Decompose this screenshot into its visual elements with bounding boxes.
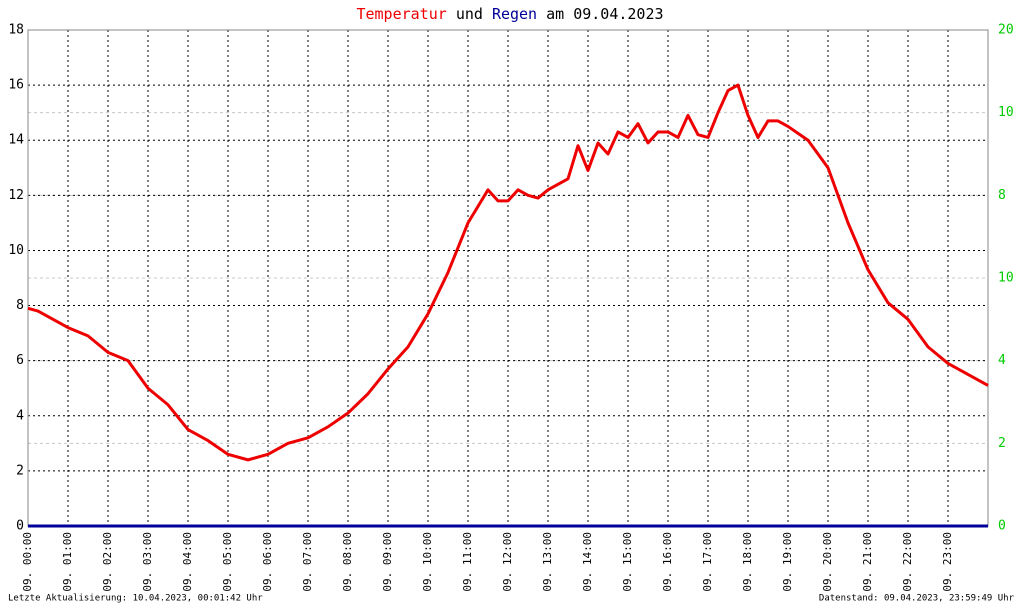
series-line (27, 83, 989, 462)
x-tick-label: 09. 00:00 (21, 532, 34, 592)
y2-tick-label: 4 (998, 353, 1006, 368)
footer-right: Datenstand: 09.04.2023, 23:59:49 Uhr (819, 594, 1015, 604)
y-tick-label: 8 (16, 298, 24, 313)
x-tick-label: 09. 09:00 (381, 532, 394, 592)
y-tick-label: 18 (8, 23, 24, 38)
y2-tick-label: 8 (998, 188, 1006, 203)
y-tick-label: 16 (8, 78, 24, 93)
x-tick-label: 09. 15:00 (621, 532, 634, 592)
x-tick-label: 09. 12:00 (501, 532, 514, 592)
title-part: und (456, 5, 483, 23)
x-tick-label: 09. 07:00 (301, 532, 314, 592)
y-tick-label: 10 (8, 243, 24, 258)
x-tick-label: 09. 18:00 (741, 532, 754, 592)
footer-left: Letzte Aktualisierung: 10.04.2023, 00:01… (8, 594, 263, 604)
y-tick-label: 14 (8, 133, 24, 148)
y2-tick-label: 20 (998, 23, 1014, 38)
y-tick-label: 2 (16, 463, 24, 478)
y2-tick-label: 10 (998, 105, 1014, 120)
y2-tick-label: 2 (998, 436, 1006, 451)
x-tick-label: 09. 13:00 (541, 532, 554, 592)
y-tick-label: 0 (16, 519, 24, 534)
x-tick-label: 09. 22:00 (901, 532, 914, 592)
x-tick-label: 09. 21:00 (861, 532, 874, 592)
x-tick-label: 09. 20:00 (821, 532, 834, 592)
x-tick-label: 09. 01:00 (61, 532, 74, 592)
title-part: Temperatur (356, 5, 446, 23)
x-tick-label: 09. 17:00 (701, 532, 714, 592)
x-tick-label: 09. 10:00 (421, 532, 434, 592)
x-tick-label: 09. 16:00 (661, 532, 674, 592)
x-tick-label: 09. 04:00 (181, 532, 194, 592)
x-tick-label: 09. 19:00 (781, 532, 794, 592)
y-tick-label: 12 (8, 188, 24, 203)
y2-tick-label: 10 (998, 271, 1014, 286)
x-tick-label: 09. 23:00 (941, 532, 954, 592)
x-tick-label: 09. 02:00 (101, 532, 114, 592)
chart-title: Temperatur und Regen am 09.04.2023 (356, 5, 663, 23)
x-tick-label: 09. 03:00 (141, 532, 154, 592)
x-tick-label: 09. 14:00 (581, 532, 594, 592)
y-tick-label: 4 (16, 408, 24, 423)
y2-tick-label: 0 (998, 519, 1006, 534)
title-part: am 09.04.2023 (546, 5, 663, 23)
x-tick-label: 09. 11:00 (461, 532, 474, 592)
title-part: Regen (492, 5, 537, 23)
x-tick-label: 09. 06:00 (261, 532, 274, 592)
y-tick-label: 6 (16, 353, 24, 368)
x-tick-label: 09. 08:00 (341, 532, 354, 592)
x-tick-label: 09. 05:00 (221, 532, 234, 592)
